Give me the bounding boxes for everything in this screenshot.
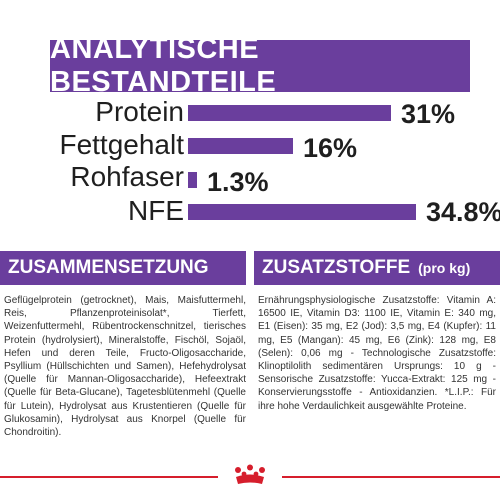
composition-title: ZUSAMMENSETZUNG xyxy=(8,257,209,278)
page-title: ANALYTISCHE BESTANDTEILE xyxy=(50,33,277,98)
analytics-chart: Protein 31% Fettgehalt 16% Rohfaser 1.3%… xyxy=(0,0,500,240)
analytics-bar-fat xyxy=(188,138,293,154)
analytics-bar-nfe xyxy=(188,204,416,220)
additives-unit: (pro kg) xyxy=(418,260,471,276)
analytics-label-fat: Fettgehalt xyxy=(59,129,184,160)
header-banner: ANALYTISCHE BESTANDTEILE xyxy=(50,33,470,98)
royal-canin-crown-icon xyxy=(235,464,265,484)
additives-text: Ernährungsphysiologische Zusatzstoffe: V… xyxy=(258,295,496,412)
analytics-label-fiber: Rohfaser xyxy=(70,161,184,192)
analytics-value-nfe: 34.8% xyxy=(426,197,500,227)
analytics-label-nfe: NFE xyxy=(128,195,184,226)
analytics-bar-fiber xyxy=(188,172,197,188)
composition-header: ZUSAMMENSETZUNG xyxy=(0,251,246,285)
analytics-value-protein: 31% xyxy=(401,99,456,129)
analytics-value-fiber: 1.3% xyxy=(207,167,269,197)
analytics-label-protein: Protein xyxy=(95,96,184,127)
composition-text: Geflügelprotein (getrocknet), Mais, Mais… xyxy=(4,295,246,439)
analytics-bar-protein xyxy=(188,105,391,121)
additives-header: ZUSATZSTOFFE (pro kg) xyxy=(254,251,500,285)
analytics-value-fat: 16% xyxy=(303,133,358,163)
additives-title: ZUSATZSTOFFE xyxy=(262,257,411,278)
